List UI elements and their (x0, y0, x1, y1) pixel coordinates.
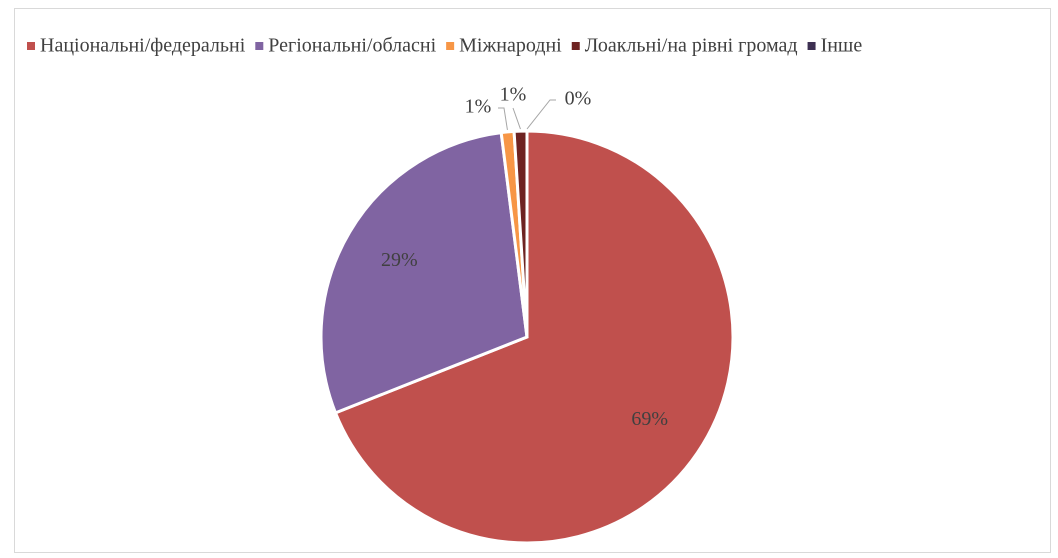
legend-label: Лоакльні/на рівні громад (585, 35, 798, 57)
data-label: 1% (500, 84, 527, 106)
data-label: 69% (631, 408, 668, 430)
data-label: 0% (565, 88, 592, 110)
legend-swatch (571, 42, 580, 50)
legend-label: Міжнародні (459, 35, 562, 57)
leader-line (526, 99, 556, 130)
legend-swatch (255, 42, 264, 50)
leader-line (512, 107, 521, 130)
data-label: 1% (465, 96, 492, 118)
legend-swatch (27, 42, 35, 50)
legend-label: Регіональні/обласні (268, 35, 436, 57)
legend-swatch (446, 42, 455, 50)
legend-swatch (807, 42, 816, 50)
legend-label: Інше (821, 35, 863, 57)
pie-slice (333, 129, 735, 545)
pie-slice (319, 130, 529, 415)
data-label: 29% (381, 249, 418, 271)
pie-slice (512, 129, 529, 338)
legend-label: Національні/федеральні (40, 35, 246, 57)
leader-line (498, 107, 508, 131)
